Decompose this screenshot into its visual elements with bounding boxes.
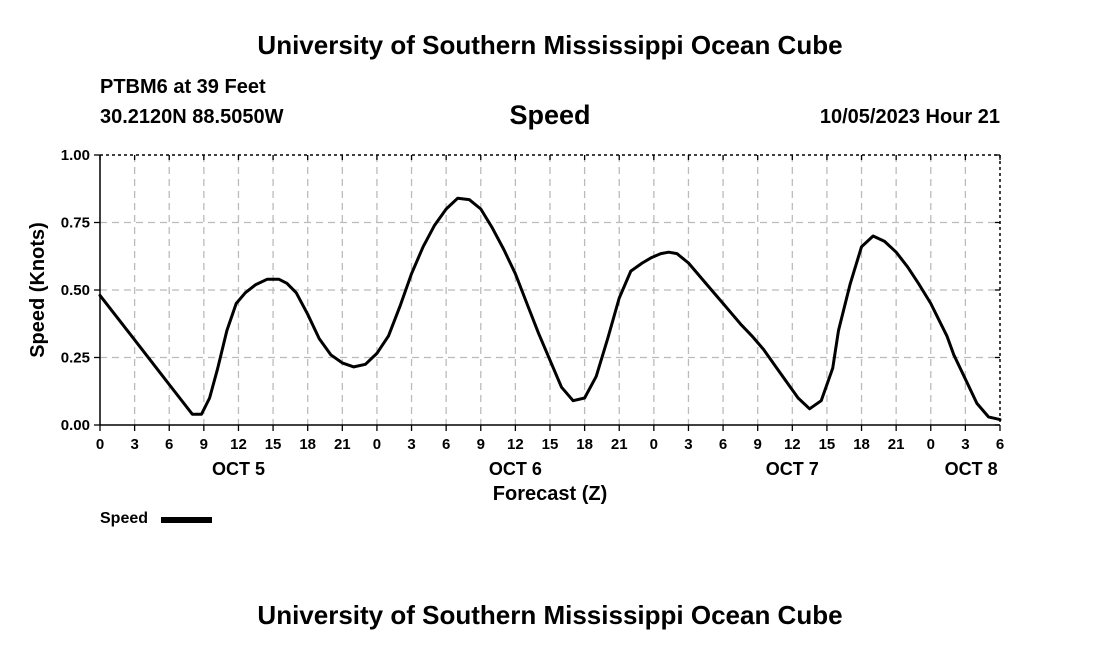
x-tick-label: 9 [200,436,208,453]
tick-labels: 0 3 6 9 12 15 18 21 0 3 6 9 12 15 18 21 0 3 6 9 12 15 18 21 0 3 6 0… [61,147,1004,479]
y-tick-label: 0.00 [61,417,90,434]
y-tick-label: 1.00 [61,147,90,164]
grid-lines [100,155,1000,425]
x-tick-label: 6 [719,436,727,453]
x-tick-label: 3 [130,436,138,453]
x-tick-label: 12 [230,436,247,453]
x-tick-label: 15 [542,436,559,453]
x-axis-label: Forecast (Z) [493,483,607,505]
x-tick-label: 6 [996,436,1004,453]
x-tick-label: 3 [407,436,415,453]
station-label: PTBM6 at 39 Feet [100,76,266,98]
y-tick-label: 0.25 [61,350,90,367]
x-tick-label: 21 [334,436,351,453]
coordinates-label: 30.2120N 88.5050W [100,106,284,128]
chart-main-title: University of Southern Mississippi Ocean… [257,30,843,60]
x-tick-label: 3 [684,436,692,453]
day-label: OCT 6 [489,459,542,479]
y-tick-label: 0.75 [61,215,90,232]
x-tick-label: 18 [299,436,316,453]
x-tick-label: 9 [754,436,762,453]
legend-swatch [161,517,212,523]
day-label: OCT 8 [945,459,998,479]
day-label: OCT 5 [212,459,265,479]
axes [94,154,1001,431]
x-tick-label: 15 [265,436,282,453]
x-tick-label: 9 [477,436,485,453]
y-tick-label: 0.50 [61,282,90,299]
x-tick-label: 0 [650,436,658,453]
series-layer [98,196,1002,422]
legend-label: Speed [100,510,149,527]
x-tick-label: 6 [165,436,173,453]
x-tick-label: 0 [927,436,935,453]
y-axis-label: Speed (Knots) [27,222,49,358]
x-tick-label: 12 [507,436,524,453]
x-tick-label: 18 [576,436,593,453]
variable-title: Speed [509,100,591,130]
x-tick-label: 0 [373,436,381,453]
day-label: OCT 7 [766,459,819,479]
datetime-label: 10/05/2023 Hour 21 [819,106,1000,128]
x-tick-label: 21 [611,436,628,453]
x-tick-label: 3 [961,436,969,453]
x-tick-label: 0 [96,436,104,453]
x-tick-label: 21 [888,436,905,453]
x-tick-label: 18 [853,436,870,453]
x-tick-label: 6 [442,436,450,453]
x-tick-label: 12 [784,436,801,453]
series-line-speed [98,196,1002,422]
x-tick-label: 15 [819,436,836,453]
footer-title: University of Southern Mississippi Ocean… [257,600,843,630]
